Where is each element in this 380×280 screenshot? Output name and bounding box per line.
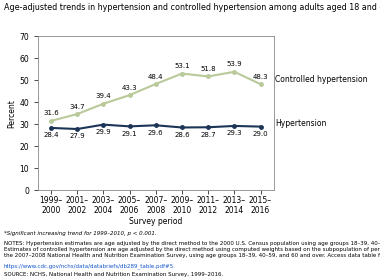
Text: 28.7: 28.7 [200,132,216,138]
Text: 28.6: 28.6 [174,132,190,138]
Text: 43.3: 43.3 [122,85,138,91]
Text: 28.4: 28.4 [43,132,59,138]
Text: 53.9: 53.9 [226,61,242,67]
Text: 29.1: 29.1 [122,131,138,137]
Text: 39.4: 39.4 [96,93,111,99]
Text: 48.3: 48.3 [253,74,268,80]
Text: 29.9: 29.9 [96,129,111,135]
Text: 34.7: 34.7 [70,104,85,110]
Text: Age-adjusted trends in hypertension and controlled hypertension among adults age: Age-adjusted trends in hypertension and … [4,3,380,12]
Text: 27.9: 27.9 [70,134,85,139]
Text: NOTES: Hypertension estimates are age adjusted by the direct method to the 2000 : NOTES: Hypertension estimates are age ad… [4,241,380,258]
Text: 29.3: 29.3 [226,130,242,136]
X-axis label: Survey period: Survey period [129,218,182,227]
Text: 29.6: 29.6 [148,130,164,136]
Text: SOURCE: NCHS, National Health and Nutrition Examination Survey, 1999–2016.: SOURCE: NCHS, National Health and Nutrit… [4,272,223,277]
Text: Controlled hypertension: Controlled hypertension [275,75,367,84]
Text: 31.6: 31.6 [43,111,59,116]
Text: Hypertension: Hypertension [275,119,326,128]
Text: 29.0: 29.0 [253,131,268,137]
Text: 51.8: 51.8 [200,66,216,72]
Text: *Significant increasing trend for 1999–2010, p < 0.001.: *Significant increasing trend for 1999–2… [4,231,157,236]
Text: 53.1: 53.1 [174,63,190,69]
Text: 48.4: 48.4 [148,74,163,80]
Y-axis label: Percent: Percent [8,99,16,128]
Text: https://www.cdc.gov/nchs/data/databriefs/db289_table.pdf#5.: https://www.cdc.gov/nchs/data/databriefs… [4,264,176,269]
